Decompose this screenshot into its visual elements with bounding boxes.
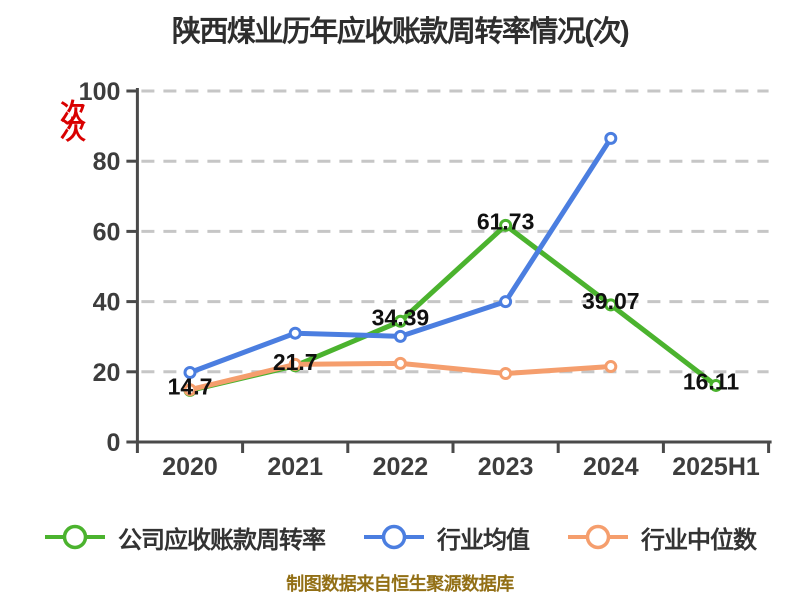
chart-title: 陕西煤业历年应收账款周转率情况(次) bbox=[171, 16, 630, 48]
data-point-label: 16.11 bbox=[683, 368, 739, 394]
y-axis-unit-label: 次 次 bbox=[60, 100, 90, 152]
data-point-marker bbox=[709, 378, 723, 392]
data-point-marker bbox=[288, 326, 302, 340]
x-tick-label: 2021 bbox=[267, 453, 323, 481]
y-tick-label: 80 bbox=[93, 148, 121, 176]
data-point-marker bbox=[393, 314, 407, 328]
data-point-label: 14.7 bbox=[168, 373, 213, 399]
data-point-marker bbox=[183, 366, 197, 380]
x-tick-label: 2025H1 bbox=[672, 453, 760, 481]
x-tick-label: 2022 bbox=[373, 453, 429, 481]
y-axis-unit-char: 次 bbox=[60, 115, 87, 145]
y-tick-label: 20 bbox=[93, 359, 121, 387]
data-point-marker bbox=[183, 383, 197, 397]
y-tick-label: 40 bbox=[93, 289, 121, 317]
data-point-label: 34.39 bbox=[372, 304, 430, 330]
legend-item-label: 行业均值 bbox=[437, 526, 530, 554]
data-point-label: 39.07 bbox=[582, 288, 640, 314]
y-tick-label: 60 bbox=[93, 218, 121, 246]
data-point-marker bbox=[604, 131, 618, 145]
data-point-label: 21.7 bbox=[273, 349, 318, 375]
x-tick-label: 2023 bbox=[478, 453, 534, 481]
data-point-marker bbox=[499, 367, 513, 381]
chart-legend: 公司应收账款周转率 行业均值 行业中位数 bbox=[0, 514, 800, 560]
data-point-marker bbox=[393, 329, 407, 343]
legend-item-label: 公司应收账款周转率 bbox=[118, 526, 326, 554]
x-tick-label: 2020 bbox=[162, 453, 218, 481]
line-marker-icon bbox=[364, 524, 424, 550]
data-point-marker bbox=[499, 218, 513, 232]
data-point-marker bbox=[288, 357, 302, 371]
data-point-label: 61.73 bbox=[477, 208, 535, 234]
legend-item-label: 行业中位数 bbox=[641, 526, 757, 554]
y-tick-label: 0 bbox=[106, 429, 120, 457]
legend-item-company-turnover[interactable]: 公司应收账款周转率 bbox=[44, 519, 326, 555]
y-tick-label: 100 bbox=[79, 78, 121, 106]
data-point-marker bbox=[604, 360, 618, 374]
line-marker-icon bbox=[568, 524, 628, 550]
line-marker-icon bbox=[45, 524, 105, 550]
data-point-marker bbox=[499, 295, 513, 309]
legend-item-industry-median[interactable]: 行业中位数 bbox=[567, 519, 757, 555]
legend-item-industry-mean[interactable]: 行业均值 bbox=[363, 519, 530, 555]
x-tick-label: 2024 bbox=[583, 453, 639, 481]
data-point-marker bbox=[393, 356, 407, 370]
y-axis-unit-char: 次 bbox=[60, 98, 87, 128]
data-point-marker bbox=[604, 298, 618, 312]
data-source-note: 制图数据来自恒生聚源数据库 bbox=[286, 574, 514, 594]
